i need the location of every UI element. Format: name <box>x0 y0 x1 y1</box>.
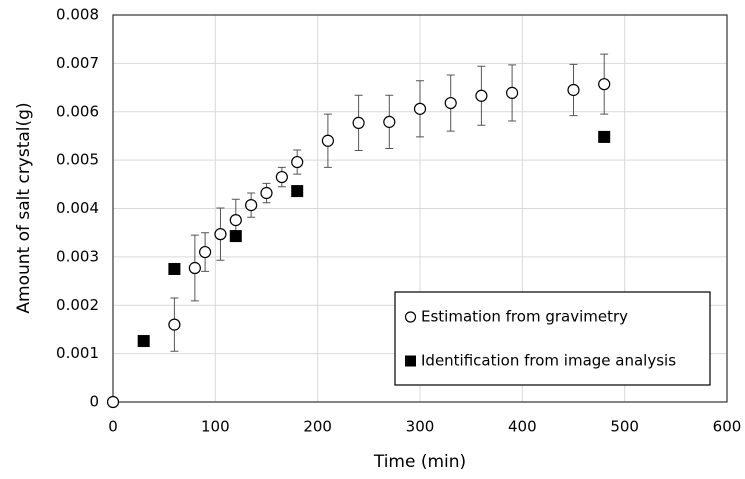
y-tick-label: 0.002 <box>56 296 99 314</box>
x-tick-label: 0 <box>108 418 118 436</box>
point <box>260 186 273 200</box>
y-tick-label: 0.008 <box>56 6 99 24</box>
y-axis-label: Amount of salt crystal(g) <box>14 102 34 313</box>
point <box>291 185 304 198</box>
point <box>199 245 212 259</box>
x-tick-label: 100 <box>201 418 230 436</box>
x-axis-label: Time (min) <box>373 452 466 472</box>
point <box>168 262 181 275</box>
point <box>567 83 580 97</box>
point <box>383 115 396 129</box>
y-tick-label: 0.004 <box>56 199 99 217</box>
point <box>413 102 427 115</box>
point <box>352 116 365 129</box>
legend-box <box>394 291 711 386</box>
point <box>229 214 242 227</box>
plot-frame <box>112 14 728 403</box>
point <box>291 155 304 169</box>
legend-marker <box>404 311 417 323</box>
legend-marker <box>405 355 416 367</box>
point <box>188 261 201 275</box>
point <box>106 395 120 409</box>
point <box>214 228 227 241</box>
x-tick-label: 600 <box>713 418 742 436</box>
point <box>229 230 242 243</box>
y-tick-label: 0.007 <box>56 54 99 72</box>
legend-label: Identification from image analysis <box>421 352 676 370</box>
y-tick-label: 0 <box>89 393 99 411</box>
y-tick-label: 0.006 <box>56 102 99 120</box>
point <box>321 134 334 147</box>
point <box>598 130 611 143</box>
point <box>598 78 611 91</box>
x-tick-label: 400 <box>508 418 537 436</box>
point <box>505 86 519 99</box>
point <box>475 89 488 102</box>
y-tick-label: 0.003 <box>56 247 99 265</box>
x-tick-label: 300 <box>406 418 435 436</box>
point <box>168 318 181 331</box>
point <box>444 96 457 110</box>
legend-label: Estimation from gravimetry <box>421 308 628 326</box>
point <box>245 199 258 212</box>
y-tick-label: 0.005 <box>56 151 99 169</box>
point <box>275 170 288 184</box>
point <box>137 335 150 348</box>
x-tick-label: 500 <box>610 418 639 436</box>
x-tick-label: 200 <box>303 418 332 436</box>
y-tick-label: 0.001 <box>56 344 99 362</box>
